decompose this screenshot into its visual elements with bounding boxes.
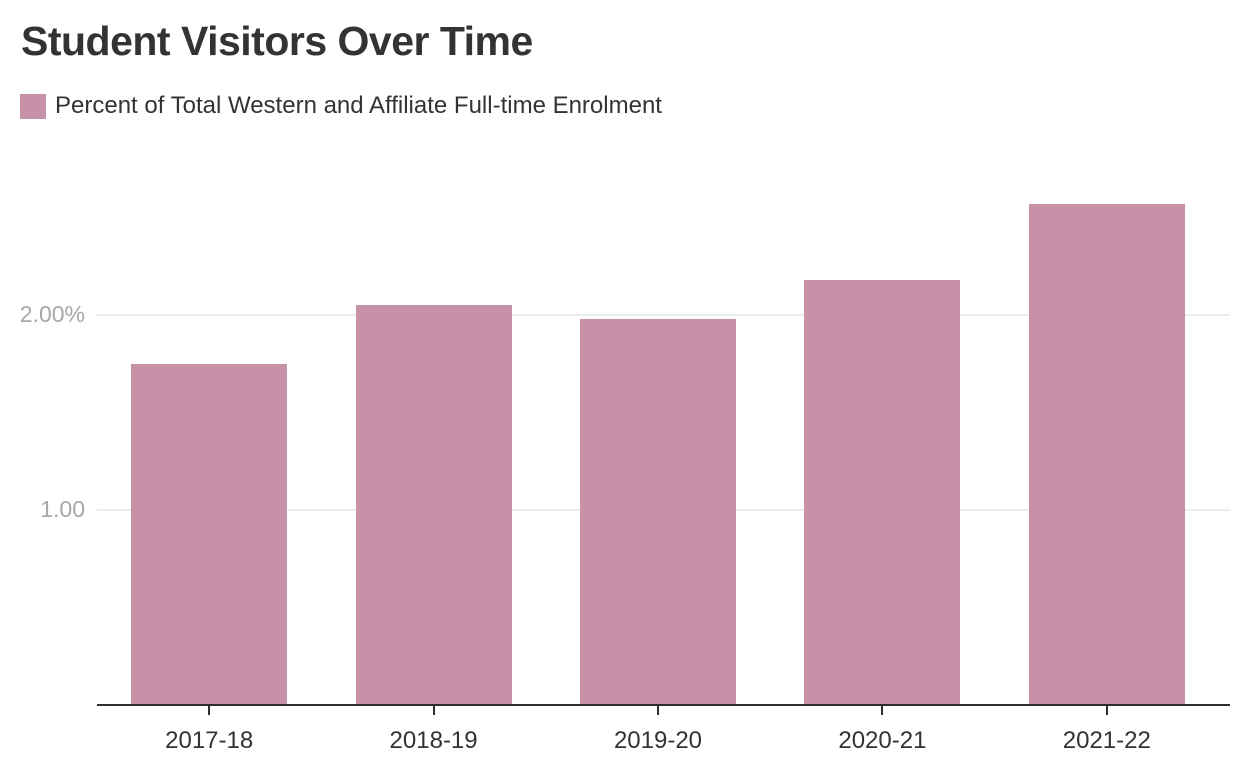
gridline <box>97 314 1230 316</box>
x-axis-tick-label: 2019-20 <box>613 727 703 754</box>
legend[interactable]: Percent of Total Western and Affiliate F… <box>20 92 662 119</box>
x-axis-tick <box>432 706 435 715</box>
bar-2020-21[interactable] <box>804 280 960 705</box>
y-axis-tick-label: 1.00 <box>40 496 85 522</box>
bar-2018-19[interactable] <box>356 305 512 705</box>
legend-swatch-icon <box>20 93 46 119</box>
x-axis-tick <box>657 706 659 715</box>
x-axis-line <box>97 704 1230 706</box>
y-axis-tick-label: 2.00% <box>19 301 85 327</box>
bar-2021-22[interactable] <box>1029 204 1185 705</box>
x-axis-tick <box>1105 706 1108 715</box>
x-axis-tick-label: 2021-22 <box>1062 727 1151 754</box>
x-axis-tick-label: 2018-19 <box>389 727 478 754</box>
bar-2017-18[interactable] <box>131 364 287 705</box>
x-axis-tick <box>881 706 884 715</box>
bar-2019-20[interactable] <box>580 319 736 705</box>
x-axis-tick-label: 2017-18 <box>165 727 254 754</box>
x-axis-tick <box>208 706 211 715</box>
chart-title: Student Visitors Over Time <box>21 18 533 64</box>
x-axis-tick-label: 2020-21 <box>838 727 927 754</box>
legend-label: Percent of Total Western and Affiliate F… <box>55 92 662 119</box>
